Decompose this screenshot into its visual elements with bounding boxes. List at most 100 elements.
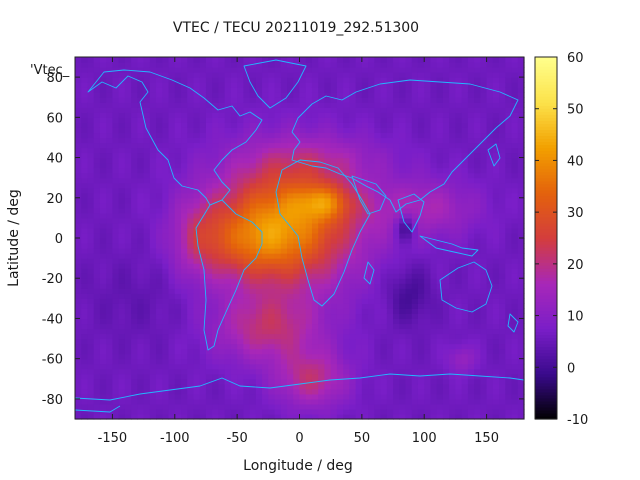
heatmap-cell xyxy=(287,318,294,325)
heatmap-cell xyxy=(492,182,500,189)
heatmap-cell xyxy=(87,147,95,154)
heatmap-cell xyxy=(75,192,82,199)
heatmap-cell xyxy=(112,248,120,254)
heatmap-cell xyxy=(499,67,506,73)
heatmap-cell xyxy=(230,358,238,365)
heatmap-cell xyxy=(293,363,301,370)
heatmap-cell xyxy=(480,378,488,385)
heatmap-cell xyxy=(268,248,276,254)
heatmap-cell xyxy=(124,62,132,68)
heatmap-cell xyxy=(81,142,89,149)
heatmap-cell xyxy=(399,388,407,395)
heatmap-cell xyxy=(417,122,425,128)
heatmap-cell xyxy=(318,388,326,395)
heatmap-cell xyxy=(355,303,363,309)
heatmap-cell xyxy=(330,117,338,123)
heatmap-cell xyxy=(106,388,114,395)
heatmap-cell xyxy=(467,162,475,169)
heatmap-cell xyxy=(143,217,151,224)
heatmap-cell xyxy=(486,57,494,63)
heatmap-cell xyxy=(355,157,363,164)
heatmap-cell xyxy=(112,72,120,78)
heatmap-cell xyxy=(137,373,145,380)
heatmap-cell xyxy=(461,87,469,93)
heatmap-cell xyxy=(149,162,157,169)
heatmap-cell xyxy=(430,343,438,350)
heatmap-cell xyxy=(137,353,145,360)
heatmap-cell xyxy=(212,383,220,390)
heatmap-cell xyxy=(143,238,151,244)
heatmap-cell xyxy=(405,258,413,264)
heatmap-cell xyxy=(243,57,251,63)
heatmap-cell xyxy=(237,358,244,365)
heatmap-cell xyxy=(393,162,400,169)
heatmap-cell xyxy=(287,408,294,415)
heatmap-cell xyxy=(486,318,494,325)
heatmap-cell xyxy=(199,398,207,405)
heatmap-cell xyxy=(162,162,170,169)
heatmap-cell xyxy=(492,253,500,259)
heatmap-cell xyxy=(499,353,506,360)
heatmap-cell xyxy=(224,393,232,400)
heatmap-cell xyxy=(243,117,251,123)
heatmap-cell xyxy=(168,232,176,239)
heatmap-cell xyxy=(455,137,463,144)
heatmap-cell xyxy=(75,248,82,254)
heatmap-cell xyxy=(405,403,413,410)
heatmap-cell xyxy=(162,197,170,204)
heatmap-cell xyxy=(118,283,126,289)
heatmap-cell xyxy=(293,232,301,239)
heatmap-cell xyxy=(287,102,294,108)
heatmap-cell xyxy=(274,177,282,184)
heatmap-cell xyxy=(131,298,138,304)
heatmap-cell xyxy=(374,388,382,395)
heatmap-cell xyxy=(474,232,481,239)
heatmap-cell xyxy=(399,308,407,315)
heatmap-cell xyxy=(311,398,319,405)
heatmap-cell xyxy=(193,288,201,294)
heatmap-cell xyxy=(324,97,332,103)
heatmap-cell xyxy=(424,92,432,98)
heatmap-cell xyxy=(205,313,213,320)
heatmap-cell xyxy=(124,253,132,259)
heatmap-cell xyxy=(461,273,469,279)
heatmap-cell xyxy=(455,243,463,249)
heatmap-cell xyxy=(393,353,400,360)
heatmap-cell xyxy=(187,172,195,179)
heatmap-cell xyxy=(480,202,488,209)
heatmap-cell xyxy=(299,177,307,184)
heatmap-cell xyxy=(386,112,394,118)
heatmap-cell xyxy=(505,288,513,294)
heatmap-cell xyxy=(87,333,95,340)
heatmap-cell xyxy=(417,263,425,269)
heatmap-cell xyxy=(168,238,176,244)
heatmap-cell xyxy=(268,278,276,284)
heatmap-cell xyxy=(218,222,226,229)
heatmap-cell xyxy=(386,142,394,149)
heatmap-cell xyxy=(455,298,463,304)
heatmap-cell xyxy=(162,398,170,405)
heatmap-cell xyxy=(436,197,444,204)
heatmap-cell xyxy=(124,408,132,415)
heatmap-cell xyxy=(411,298,419,304)
heatmap-cell xyxy=(174,368,182,375)
heatmap-cell xyxy=(205,333,213,340)
heatmap-cell xyxy=(224,172,232,179)
heatmap-cell xyxy=(168,373,176,380)
heatmap-cell xyxy=(492,152,500,159)
heatmap-cell xyxy=(162,413,170,420)
heatmap-cell xyxy=(336,142,344,149)
heatmap-cell xyxy=(137,112,145,118)
heatmap-cell xyxy=(243,378,251,385)
heatmap-cell xyxy=(124,378,132,385)
heatmap-cell xyxy=(168,408,176,415)
heatmap-cell xyxy=(262,152,269,159)
heatmap-cell xyxy=(330,142,338,149)
heatmap-cell xyxy=(474,283,481,289)
heatmap-cell xyxy=(293,248,301,254)
heatmap-cell xyxy=(430,142,438,149)
heatmap-cell xyxy=(199,283,207,289)
heatmap-cell xyxy=(280,107,288,113)
heatmap-cell xyxy=(374,368,382,375)
heatmap-cell xyxy=(436,227,444,234)
